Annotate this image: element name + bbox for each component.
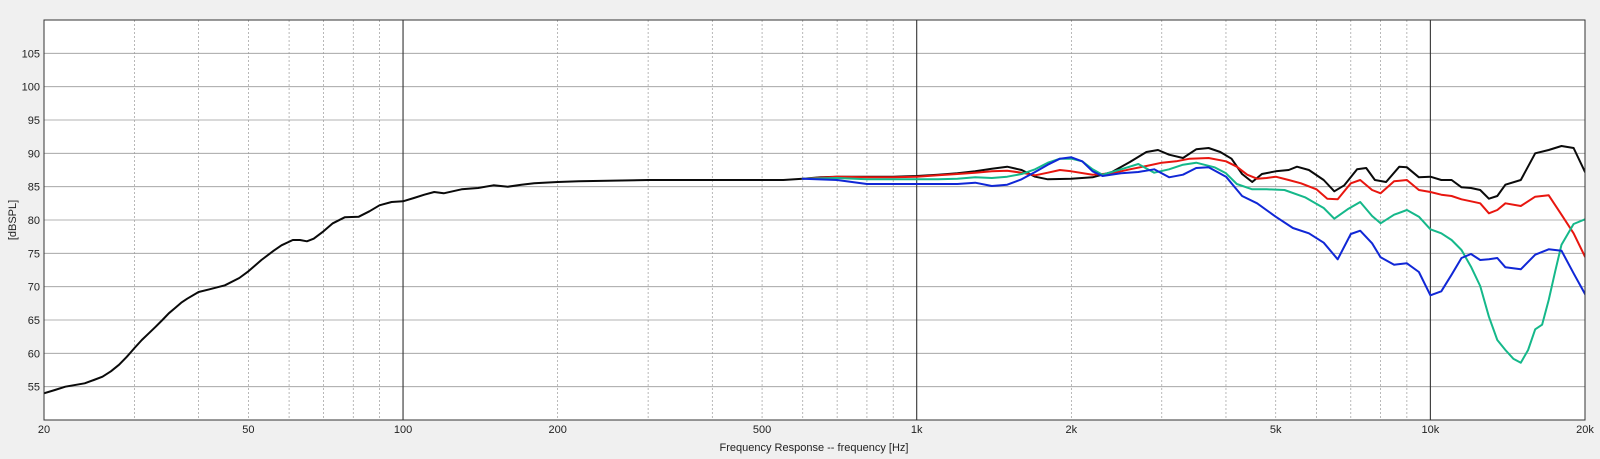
series-line-2 (801, 157, 1585, 259)
y-tick-label: 70 (28, 282, 40, 294)
x-tick-label: 10k (1421, 424, 1439, 436)
x-tick-label: 1k (911, 424, 923, 436)
y-tick-label: 100 (22, 82, 40, 94)
grid (43, 20, 1586, 420)
series-lines (44, 145, 1585, 395)
x-tick-label: 200 (548, 424, 566, 436)
y-tick-label: 55 (28, 382, 40, 394)
y-tick-label: 80 (28, 215, 40, 227)
series-line-3 (801, 157, 1585, 364)
y-tick-label: 60 (28, 348, 40, 360)
plot-frame (43, 19, 1586, 421)
x-tick-label: 500 (753, 424, 771, 436)
x-tick-label: 50 (242, 424, 254, 436)
y-tick-label: 85 (28, 182, 40, 194)
y-tick-label: 105 (22, 48, 40, 60)
x-tick-label: 5k (1270, 424, 1282, 436)
y-tick-label: 65 (28, 315, 40, 327)
series-line-4 (801, 156, 1585, 297)
x-tick-label: 2k (1066, 424, 1078, 436)
tick-labels: 55 60 65 70 75 80 85 90 95 100 105 20 50 100 200 500 1k 2… (22, 48, 1595, 436)
y-tick-label: 90 (28, 148, 40, 160)
y-tick-label: 95 (28, 115, 40, 127)
y-tick-label: 75 (28, 248, 40, 260)
x-axis-label: Frequency Response -- frequency [Hz] (720, 442, 909, 454)
x-tick-label: 100 (394, 424, 412, 436)
x-tick-label: 20k (1576, 424, 1594, 436)
y-axis-label: [dBSPL] (7, 200, 19, 240)
x-tick-label: 20 (38, 424, 50, 436)
